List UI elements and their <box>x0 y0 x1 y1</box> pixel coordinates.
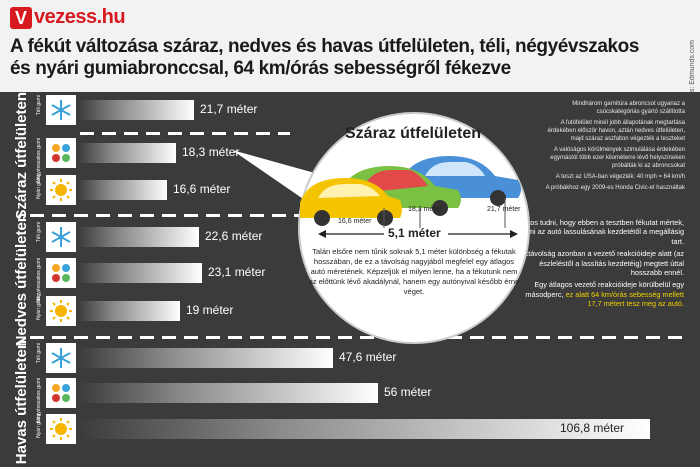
difference-arrow <box>318 230 518 238</box>
difference-label: 5,1 méter <box>388 226 441 240</box>
bar-value-label: 56 méter <box>384 385 432 399</box>
tyre-type-label: Nyári gumi <box>36 175 42 199</box>
dry-callout <box>298 112 530 344</box>
snowflake-icon <box>46 343 76 373</box>
info-text: Egy átlagos vezető reakcióideje körülbel… <box>525 280 684 299</box>
bar <box>78 100 194 120</box>
bar-value-label: 19 méter <box>186 303 234 317</box>
info-text: A teszt az USA-ban végezték: 40 mph = 64… <box>555 174 685 180</box>
callout-car-label: 18,3 méter <box>408 206 442 213</box>
tyre-type-label: Négyévszakos gumi <box>36 258 42 303</box>
info-text: A féktávolság azonban a vezető reakcióid… <box>512 249 684 278</box>
bar <box>78 383 378 403</box>
section-label-snow: Havas útfelületen <box>12 340 30 465</box>
callout-pointer <box>232 150 322 205</box>
info-text: A valóságos körülmények szimulálása érde… <box>550 147 685 169</box>
lane-marking <box>80 132 290 135</box>
sun-icon <box>46 175 76 205</box>
tyre-type-label: Téli gumi <box>36 95 42 116</box>
info-text: A próbákhoz egy 2009-es Honda Civic-et h… <box>545 185 685 191</box>
cars-illustration <box>300 156 521 228</box>
bar-value-label: 21,7 méter <box>200 102 258 116</box>
tyre-type-label: Téli gumi <box>36 343 42 364</box>
four-season-icon <box>46 258 76 288</box>
sun-icon <box>46 414 76 444</box>
reaction-info: Fontos tudni, hogy ebben a tesztben féku… <box>512 218 684 312</box>
tyre-type-label: Nyári gumi <box>36 296 42 320</box>
section-label-dry: Száraz útfelületen <box>12 92 30 220</box>
callout-title: Száraz útfelületen <box>345 125 482 142</box>
callout-car-label: 21,7 méter <box>487 206 521 213</box>
logo-text: vezess.hu <box>34 6 126 28</box>
tyre-type-label: Nyári gumi <box>36 414 42 438</box>
bar <box>78 227 199 247</box>
section-label-wet: Nedves útfelületen <box>12 213 30 347</box>
snowflake-icon <box>46 95 76 125</box>
snowflake-icon <box>46 222 76 252</box>
info-highlight: ez alatt 64 km/órás sebesség mellett 17,… <box>565 289 684 309</box>
bar-value-label: 22,6 méter <box>205 229 263 243</box>
bar <box>78 263 202 283</box>
tyre-type-label: Négyévszakos gumi <box>36 138 42 183</box>
info-text: A futófelület minél jobb állapotának meg… <box>547 120 685 142</box>
bar <box>78 419 650 439</box>
bar-value-label: 106,8 méter <box>560 421 625 435</box>
tyre-type-label: Négyévszakos gumi <box>36 378 42 423</box>
logo-badge: V <box>10 6 32 29</box>
four-season-icon <box>46 138 76 168</box>
callout-text: Talán elsőre nem tűnik soknak 5,1 méter … <box>308 247 520 296</box>
four-season-icon <box>46 378 76 408</box>
section-divider <box>30 214 300 217</box>
tyre-type-label: Téli gumi <box>36 222 42 243</box>
bar <box>78 348 333 368</box>
bar-value-label: 47,6 méter <box>339 350 397 364</box>
section-divider <box>30 336 690 339</box>
logo[interactable]: V vezess.hu <box>10 6 126 29</box>
bar-value-label: 16,6 méter <box>173 182 231 196</box>
bar-value-label: 23,1 méter <box>208 265 266 279</box>
info-text: Fontos tudni, hogy ebben a tesztben féku… <box>515 218 684 246</box>
bar <box>78 143 176 163</box>
bar-value-label: 18,3 méter <box>182 145 240 159</box>
bar <box>78 180 167 200</box>
callout-car-label: 16,6 méter <box>338 218 372 225</box>
page-title: A fékút változása száraz, nedves és hava… <box>10 36 640 79</box>
sun-icon <box>46 296 76 326</box>
bar <box>78 301 180 321</box>
test-info: Mindhárom garnitúra abroncsot ugyanaz a … <box>540 100 685 195</box>
car-yellow <box>300 178 402 226</box>
info-text: Mindhárom garnitúra abroncsot ugyanaz a … <box>572 101 685 115</box>
